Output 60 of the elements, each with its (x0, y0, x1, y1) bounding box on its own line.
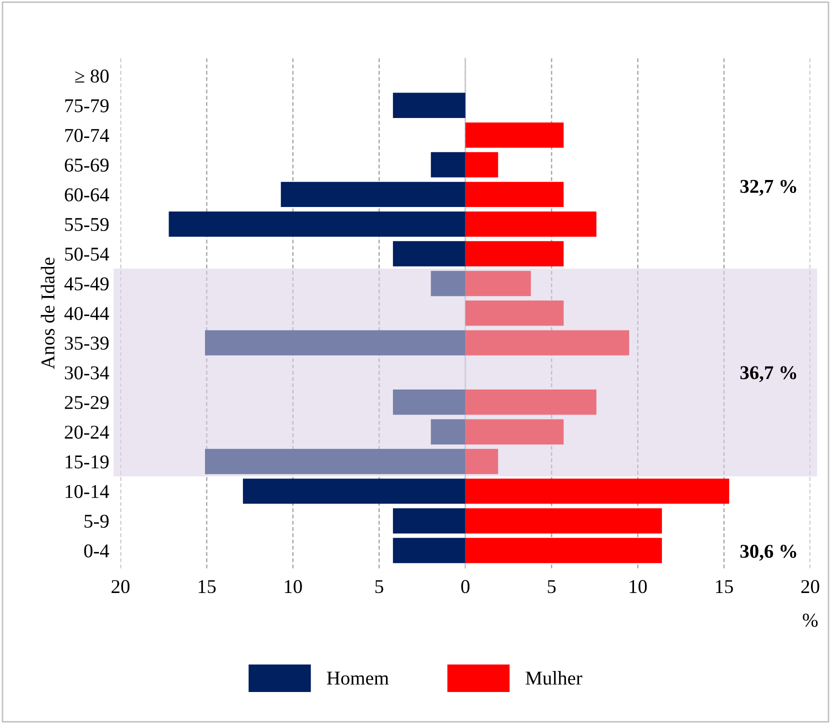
bar (392, 241, 466, 266)
bar (392, 92, 466, 118)
bar (465, 270, 531, 296)
x-tick-label: 10 (284, 580, 302, 594)
bar (465, 211, 596, 237)
y-tick-label: 70-74 (65, 128, 110, 142)
bar (465, 152, 498, 178)
x-tick-label: 15 (198, 580, 216, 594)
bar (280, 182, 466, 208)
y-tick-label: 45-49 (64, 277, 109, 290)
bar (465, 538, 662, 564)
bar (392, 508, 466, 534)
bar (465, 419, 564, 444)
bar (465, 241, 564, 266)
y-tick-label: 60-64 (64, 188, 110, 202)
y-tick-label: 50-54 (65, 248, 110, 261)
x-tick-label: 5 (548, 580, 556, 594)
y-tick-label: 40-44 (64, 306, 110, 320)
annotation: 32,7 % (740, 180, 796, 196)
bar (465, 300, 564, 326)
y-tick-label: ≥ 80 (75, 70, 109, 83)
bar (465, 448, 498, 474)
y-tick-label: 35-39 (64, 336, 109, 350)
x-tick-label: 15 (716, 580, 733, 594)
x-tick-label: 20 (801, 580, 820, 594)
annotation: 36,7 % (740, 366, 796, 382)
y-tick-label: 15-19 (66, 455, 109, 468)
bar (430, 152, 466, 178)
bar (465, 330, 630, 356)
x-axis-title: % (802, 614, 818, 627)
x-tick-label: 0 (461, 580, 470, 594)
bar (465, 390, 596, 415)
bar (204, 448, 466, 474)
bar (430, 270, 466, 296)
y-tick-label: 0-4 (84, 544, 110, 558)
y-tick-label: 30-34 (64, 366, 110, 380)
x-tick-label: 20 (112, 580, 130, 594)
y-tick-label: 65-69 (64, 158, 109, 172)
y-tick-label: 75-79 (65, 99, 109, 112)
y-tick-label: 5-9 (84, 514, 109, 528)
bar (430, 419, 466, 444)
bar (204, 330, 466, 356)
bar (465, 122, 564, 148)
bar (465, 508, 662, 534)
bar (242, 478, 466, 504)
y-tick-label: 10-14 (66, 485, 110, 498)
y-tick-label: 25-29 (64, 396, 109, 410)
x-tick-label: 10 (630, 580, 647, 594)
annotation: 30,6 % (740, 544, 796, 561)
bar (465, 182, 564, 208)
bar (465, 478, 730, 504)
x-tick-label: 5 (375, 580, 384, 594)
bar (168, 211, 466, 237)
y-axis-title: Anos de Idade (40, 258, 55, 370)
bar (392, 538, 466, 564)
bar (392, 390, 466, 415)
legend-label: Mulher (526, 671, 582, 685)
legend-label: Homem (326, 672, 389, 685)
y-tick-label: 55-59 (65, 218, 109, 232)
y-tick-label: 20-24 (64, 426, 110, 439)
